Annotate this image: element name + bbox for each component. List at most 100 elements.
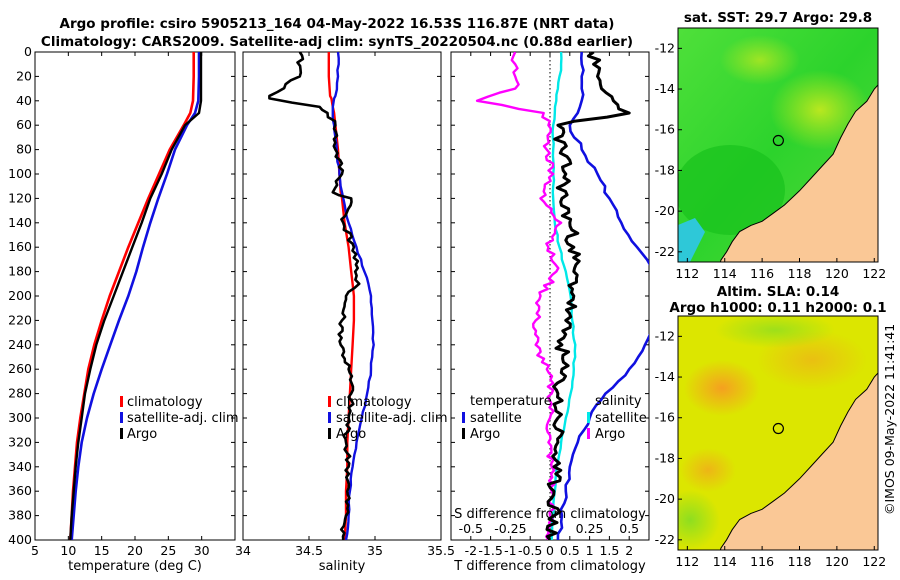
x-tick-label: -0.5: [518, 543, 542, 558]
lat-tick-label: -20: [655, 203, 675, 218]
lon-tick-label: 122: [862, 554, 886, 569]
x-tick-label: 34: [235, 543, 251, 558]
legend-climatology-swatch: [120, 396, 123, 407]
legend-climatology-swatch: [328, 396, 331, 407]
x-tick-label: 1: [586, 543, 594, 558]
sst-cool-patch: [678, 145, 785, 235]
legend-argo-label: Argo: [127, 427, 157, 442]
series-line-salinity-argo: [475, 52, 563, 540]
series-line-climatology: [69, 52, 195, 540]
lat-tick-label: -18: [655, 162, 675, 177]
sla-high-patch: [684, 360, 760, 416]
lon-tick-label: 114: [713, 554, 737, 569]
difference-depth-ticks: [451, 51, 649, 541]
y-tick-label: 240: [8, 337, 32, 352]
y-tick-label: 300: [8, 410, 32, 425]
argo-float-marker: [772, 422, 784, 435]
legend-satellite-swatch: [328, 412, 331, 423]
s-difference-tick-label: 0.25: [576, 521, 604, 536]
series-line-satellite-adj--clim: [331, 52, 375, 540]
legend-argo-label: Argo: [336, 427, 366, 442]
t-difference-ticks: -2 -1.5 -1 -0.5 0 0.5 1 1.5 2: [465, 52, 633, 558]
y-tick-label: 360: [8, 483, 32, 498]
legend-t-satellite-label: satellite: [470, 411, 522, 426]
series-line-salinity-satellite: [550, 52, 577, 540]
y-tick-label: 220: [8, 312, 32, 327]
lat-tick-label: -14: [655, 369, 675, 384]
s-difference-tick-label: 0: [546, 521, 554, 536]
salinity-depth-ticks: [243, 51, 441, 541]
legend-s-satellite-label: satellite: [595, 411, 647, 426]
land-mass: [719, 84, 878, 262]
series-line-temperature-argo: [545, 52, 631, 540]
difference-lines: [475, 52, 649, 540]
salinity-legend: climatology satellite-adj. clim Argo: [328, 395, 448, 442]
lon-tick-label: 112: [675, 554, 699, 569]
sla-map: Altim. SLA: 0.14 Argo h1000: 0.11 h2000:…: [655, 284, 887, 569]
legend-t-satellite-swatch: [462, 412, 465, 423]
x-tick-label: 25: [160, 543, 176, 558]
x-tick-label: -1.5: [478, 543, 502, 558]
y-tick-label: 140: [8, 215, 32, 230]
legend-s-argo-swatch: [587, 428, 590, 439]
x-tick-label: 15: [94, 543, 110, 558]
series-line-temperature-satellite: [556, 52, 649, 540]
legend-satellite-label: satellite-adj. clim: [127, 411, 239, 426]
lat-tick-label: -12: [655, 40, 675, 55]
land-mass: [719, 372, 878, 550]
argo-float-marker: [772, 134, 784, 147]
x-tick-label: -1: [504, 543, 516, 558]
series-line-satellite-adj--clim: [70, 52, 201, 540]
x-tick-label: 30: [194, 543, 210, 558]
lat-tick-label: -20: [655, 491, 675, 506]
sla-high-patch: [680, 448, 736, 492]
salinity-xlabel: salinity: [319, 559, 366, 574]
x-tick-label: 34.5: [295, 543, 323, 558]
legend-s-argo-label: Argo: [595, 427, 625, 442]
s-difference-tick-label: -0.5: [459, 521, 483, 536]
s-difference-tick-label: -0.25: [494, 521, 526, 536]
legend-satellite-swatch: [120, 412, 123, 423]
y-tick-label: 160: [8, 239, 32, 254]
temperature-lines: [69, 52, 203, 540]
x-tick-label: 10: [60, 543, 76, 558]
temperature-legend: climatology satellite-adj. clim Argo: [120, 395, 239, 442]
y-tick-label: 60: [16, 117, 32, 132]
sla-map-ticks: 112 114 116 118 120 122 -12 -14 -16 -18 -20 -22: [655, 328, 887, 569]
lat-tick-label: -22: [655, 532, 675, 547]
y-tick-label: 260: [8, 361, 32, 376]
x-tick-label: 0.5: [560, 543, 580, 558]
x-tick-label: 35: [367, 543, 383, 558]
y-tick-label: 200: [8, 288, 32, 303]
s-difference-xlabel: S difference from climatology: [454, 507, 646, 522]
x-tick-label: 0: [546, 543, 554, 558]
y-tick-label: 280: [8, 386, 32, 401]
lon-tick-label: 112: [675, 266, 699, 281]
y-tick-label: 400: [8, 532, 32, 547]
sla-map-frame: [677, 315, 879, 551]
x-tick-label: 2: [625, 543, 633, 558]
sst-map-title: sat. SST: 29.7 Argo: 29.8: [684, 10, 872, 26]
y-tick-label: 40: [16, 93, 32, 108]
legend-argo-swatch: [120, 428, 123, 439]
y-tick-label: 320: [8, 434, 32, 449]
x-tick-label: -2: [465, 543, 477, 558]
difference-legend: temperature salinity satellite Argo sate…: [462, 394, 647, 442]
y-tick-label: 340: [8, 459, 32, 474]
difference-panel: -2 -1.5 -1 -0.5 0 0.5 1 1.5 2 -0.5 -0.25 0 0.25 0.5 …: [450, 51, 650, 574]
y-tick-label: 100: [8, 166, 32, 181]
lon-tick-label: 120: [825, 554, 849, 569]
y-tick-label: 120: [8, 190, 32, 205]
s-difference-ticks: -0.5 -0.25 0 0.25 0.5: [459, 521, 640, 536]
legend-salinity-header: salinity: [595, 394, 642, 409]
salinity-panel: 34 34.5 35 35.5 salinity climatology satell…: [235, 51, 455, 574]
y-tick-label: 0: [24, 44, 32, 59]
lon-tick-label: 118: [788, 266, 812, 281]
salinity-lines: [268, 52, 375, 540]
sst-map: sat. SST: 29.7 Argo: 29.8 112 114 116 118 12…: [655, 10, 887, 281]
legend-argo-swatch: [328, 428, 331, 439]
lon-tick-label: 116: [750, 554, 774, 569]
y-tick-label: 20: [16, 68, 32, 83]
sst-cold-coastal-water: [678, 218, 705, 262]
legend-climatology-label: climatology: [336, 395, 412, 410]
